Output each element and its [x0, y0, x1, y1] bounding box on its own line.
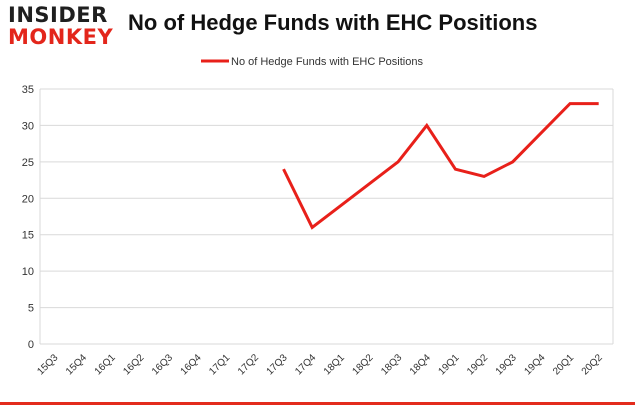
- logo-line-1: INSIDER: [8, 3, 108, 27]
- series-group: [282, 102, 599, 230]
- y-tick-label: 20: [22, 193, 34, 205]
- x-tick-label: 18Q4: [408, 352, 433, 377]
- x-tick-label: 18Q2: [351, 352, 376, 377]
- x-tick-label: 17Q4: [293, 352, 318, 377]
- chart-title: No of Hedge Funds with EHC Positions: [128, 10, 538, 35]
- x-tick-label: 17Q2: [236, 352, 261, 377]
- y-tick-label: 25: [22, 157, 34, 169]
- y-tick-label: 10: [22, 266, 34, 278]
- y-tick-label: 30: [22, 120, 34, 132]
- x-tick-label: 15Q3: [35, 352, 60, 377]
- legend-label: No of Hedge Funds with EHC Positions: [231, 56, 423, 68]
- y-tick-label: 15: [22, 230, 34, 242]
- x-tick-label: 16Q1: [93, 352, 118, 377]
- x-tick-label: 15Q4: [64, 352, 89, 377]
- legend: No of Hedge Funds with EHC Positions: [201, 56, 423, 68]
- y-tick-label: 35: [22, 84, 34, 96]
- logo-line-2: MONKEY: [8, 25, 114, 49]
- insider-monkey-logo: INSIDER MONKEY: [8, 4, 116, 52]
- x-tick-label: 19Q1: [436, 352, 461, 377]
- grid-lines: [39, 88, 614, 345]
- x-tick-label: 18Q1: [322, 352, 347, 377]
- x-tick-label: 20Q2: [580, 352, 605, 377]
- x-tick-label: 19Q2: [465, 352, 490, 377]
- x-tick-label: 17Q1: [207, 352, 232, 377]
- x-tick-label: 20Q1: [551, 352, 576, 377]
- y-tick-label: 0: [28, 339, 34, 351]
- x-tick-label: 16Q2: [121, 352, 146, 377]
- y-axis-ticks: 0 5 10 15 20 25 30 35: [22, 84, 34, 351]
- y-tick-label: 5: [28, 303, 34, 315]
- series-line: [282, 102, 599, 230]
- x-tick-label: 17Q3: [265, 352, 290, 377]
- x-tick-label: 18Q3: [379, 352, 404, 377]
- x-tick-label: 16Q4: [179, 352, 204, 377]
- x-axis-ticks: 15Q3 15Q4 16Q1 16Q2 16Q3 16Q4 17Q1 17Q2 17Q3 17Q4…: [35, 352, 605, 377]
- x-tick-label: 16Q3: [150, 352, 175, 377]
- x-tick-label: 19Q4: [522, 352, 547, 377]
- x-tick-label: 19Q3: [494, 352, 519, 377]
